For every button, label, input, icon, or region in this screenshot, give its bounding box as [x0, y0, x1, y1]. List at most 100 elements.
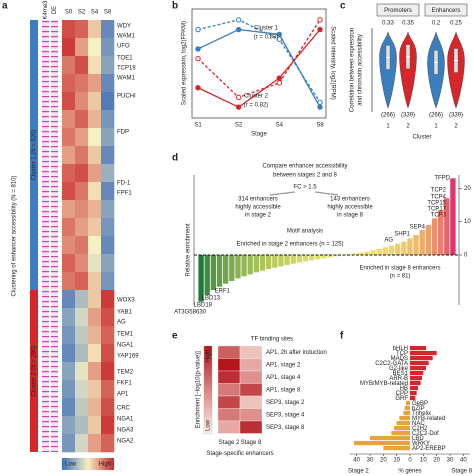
value-label: 0.33 — [382, 21, 394, 27]
gene-label: TCP15 — [427, 201, 446, 207]
bar — [444, 198, 450, 255]
category-label: G2-like — [389, 366, 409, 372]
point — [276, 31, 283, 38]
heatmap-cell — [75, 416, 89, 435]
category-label: C2H2 — [412, 426, 428, 432]
gene-label: PUCHI — [117, 94, 136, 100]
category-label: GRF — [395, 396, 408, 402]
annotation: Cluster 1 — [254, 26, 279, 32]
heatmap-cell — [62, 326, 76, 345]
point — [317, 104, 323, 110]
column-label: S2 — [78, 10, 86, 16]
bar — [410, 396, 416, 401]
heatmap-cell — [217, 395, 241, 409]
y-tick-label: 20 — [464, 186, 471, 192]
bar — [376, 249, 382, 255]
heatmap-cell — [62, 92, 76, 111]
x-axis-title: Stage — [251, 132, 267, 138]
violin — [379, 31, 397, 109]
x-tick-label: 30 — [447, 458, 454, 464]
x-tick-label: S8 — [316, 123, 324, 129]
heatmap-cell — [101, 236, 115, 255]
x-tick-label: 1 — [434, 124, 438, 130]
heatmap-cell — [101, 146, 115, 165]
heatmap-cell — [75, 308, 89, 327]
heatmap-cell — [62, 146, 76, 165]
legend-label: High — [99, 462, 111, 468]
category-label: Trihelix — [412, 411, 431, 417]
heatmap-cell — [101, 416, 115, 435]
gene-label: TCP18 — [117, 66, 136, 72]
heatmap-cell — [62, 398, 76, 417]
heatmap-cell — [62, 110, 76, 129]
heatmap-cell — [101, 38, 115, 57]
heatmap-cell — [101, 56, 115, 75]
legend-title: Enrichment [−log10(p-value)] — [196, 351, 202, 429]
bar — [450, 178, 456, 255]
y-axis-title: Correlation between expression — [350, 28, 356, 112]
heatmap-cell — [62, 344, 76, 363]
heatmap-cell — [88, 398, 102, 417]
heatmap-cell — [101, 362, 115, 381]
bar — [383, 446, 410, 451]
y-axis-title: Relative enrichment — [186, 223, 192, 276]
bar — [235, 255, 241, 279]
category-label: NAC — [412, 421, 425, 427]
heatmap-cell — [62, 416, 76, 435]
bar — [437, 210, 444, 255]
heatmap-cell — [88, 272, 102, 291]
bar — [210, 255, 217, 290]
heatmap-cell — [75, 74, 89, 93]
point — [235, 26, 242, 33]
gene-label: FD-1 — [117, 181, 131, 187]
bar — [284, 255, 290, 265]
bar — [259, 255, 266, 271]
gene-label: NGA3 — [117, 428, 134, 434]
heatmap-cell — [217, 420, 241, 434]
legend-label: Low — [65, 462, 77, 468]
y-axis-title: Clustering of enhancer accessibility (N … — [12, 176, 18, 297]
heatmap-cell — [239, 395, 263, 409]
heatmap-cell — [217, 345, 241, 359]
annotation: (r = 0.82) — [244, 103, 269, 109]
bar — [413, 235, 419, 255]
bar — [410, 366, 426, 371]
direction-label: Stage 8 — [451, 469, 472, 475]
category-label: WRKY — [412, 441, 430, 447]
legend-label: High — [206, 350, 212, 362]
heatmap-cell — [239, 370, 263, 384]
bar — [358, 252, 364, 255]
heatmap-cell — [75, 362, 89, 381]
point — [235, 17, 242, 23]
bar — [396, 421, 410, 426]
bar — [216, 255, 223, 287]
heatmap-cell — [88, 128, 102, 147]
heatmap-cell — [62, 218, 76, 237]
heatmap-cell — [101, 164, 115, 183]
count-label: (339) — [401, 113, 415, 119]
group-header — [424, 3, 468, 17]
x-tick-label: 40 — [460, 458, 467, 464]
heatmap-cell — [101, 398, 115, 417]
legend-bar — [62, 458, 114, 470]
heatmap-cell — [88, 254, 102, 273]
heatmap-cell — [62, 74, 76, 93]
gene-label: WAM1 — [117, 76, 135, 82]
category-label: HB — [400, 386, 408, 392]
heatmap-cell — [62, 182, 76, 201]
bar — [410, 371, 424, 376]
gene-label: FKF1 — [117, 381, 132, 387]
gene-label: TCP3 — [431, 213, 447, 219]
annotation: (r = 0.83) — [254, 35, 279, 41]
group-label: Promoters — [384, 8, 412, 14]
bar — [404, 406, 410, 411]
heatmap-cell — [88, 326, 102, 345]
heatmap-cell — [75, 326, 89, 345]
cluster-bar — [30, 20, 38, 290]
point — [317, 26, 323, 33]
bar — [410, 361, 429, 366]
x-axis-title: % genes — [398, 469, 421, 475]
column-label: S0 — [65, 10, 73, 16]
heatmap-cell — [88, 38, 102, 57]
heatmap-cell — [88, 74, 102, 93]
